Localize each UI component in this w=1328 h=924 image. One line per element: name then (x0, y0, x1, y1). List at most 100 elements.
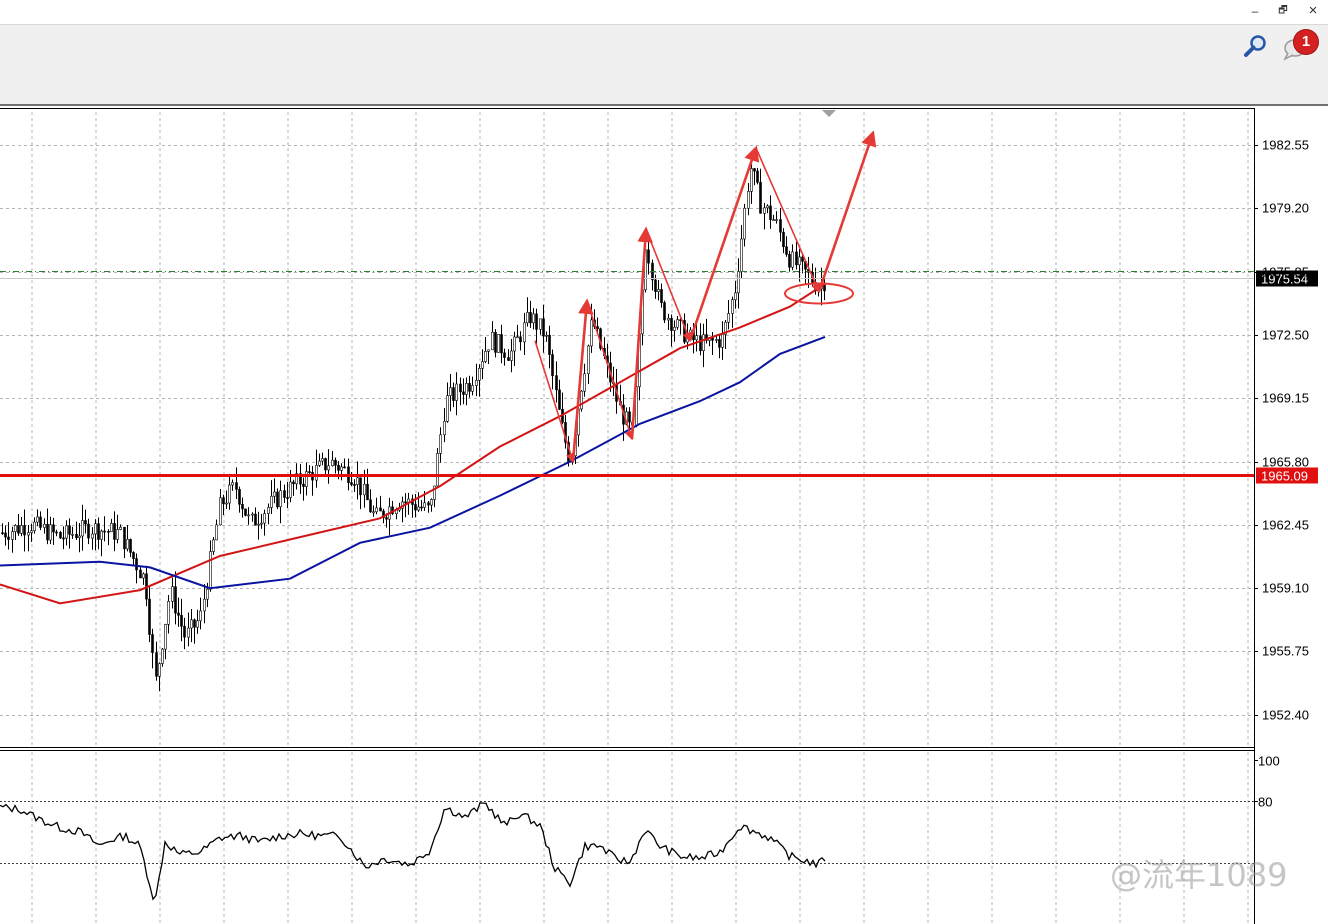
candle-body (254, 513, 257, 526)
candle-body (65, 525, 68, 539)
moving-average-blue (0, 335, 826, 590)
candle-body (497, 334, 500, 353)
candle-body (225, 502, 228, 505)
price-tick-label: 1979.20 (1262, 201, 1309, 216)
candle-body (468, 383, 471, 392)
candle-body (20, 525, 23, 534)
candle-body (4, 532, 7, 538)
close-button[interactable]: × (1300, 0, 1326, 22)
candle-body (724, 321, 727, 335)
candle-body (228, 484, 231, 504)
candle-body (260, 522, 263, 525)
candle-body (769, 205, 772, 220)
candle-body (491, 331, 494, 351)
candle-body (526, 312, 529, 324)
candle-body (545, 334, 548, 337)
candle-body (667, 318, 670, 321)
candle-body (276, 491, 279, 508)
candle-body (27, 532, 30, 536)
candle-body (11, 531, 14, 540)
current-price-tag (1256, 270, 1318, 287)
candle-body (427, 502, 430, 506)
candle-body (795, 251, 798, 266)
highlight-ellipse (784, 282, 854, 305)
candle-body (203, 598, 206, 612)
candle-body (308, 471, 311, 473)
candle-body (510, 350, 513, 361)
candle-body (379, 507, 382, 512)
candle-body (113, 523, 116, 540)
candle-body (103, 530, 106, 533)
candle-body (628, 411, 631, 423)
annotations (534, 130, 877, 464)
restore-button[interactable]: 🗗 (1270, 0, 1296, 22)
candle-body (318, 460, 321, 466)
candle-body (123, 526, 126, 550)
candle-body (452, 387, 455, 401)
search-icon[interactable] (1243, 33, 1269, 59)
candle-body (404, 501, 407, 504)
candle-body (695, 335, 698, 341)
candle-body (46, 523, 49, 541)
candle-body (417, 506, 420, 511)
candle-body (766, 205, 769, 209)
candle-body (270, 495, 273, 508)
candle-body (209, 551, 212, 590)
candle-body (715, 339, 718, 341)
candle-body (375, 507, 378, 513)
support-price-tag (1256, 467, 1318, 484)
annotation-arrow (534, 340, 576, 464)
candle-body (356, 477, 359, 485)
price-tick-label: 1969.15 (1262, 391, 1309, 406)
price-tick-label: 1972.50 (1262, 328, 1309, 343)
candle-body (292, 481, 295, 485)
chart-shift-marker[interactable] (822, 110, 836, 117)
candle-body (327, 465, 330, 471)
candle-body (59, 532, 62, 539)
candle-body (481, 361, 484, 369)
candle-body (705, 334, 708, 341)
candle-body (743, 207, 746, 240)
candle-body (590, 319, 593, 347)
notification-badge[interactable]: 1 (1294, 30, 1318, 54)
candle-body (737, 271, 740, 294)
candle-body (443, 421, 446, 436)
candle-body (366, 483, 369, 501)
candle-body (670, 318, 673, 331)
candle-body (353, 484, 356, 486)
candle-body (23, 525, 26, 536)
candle-body (1, 532, 4, 535)
price-tick-label: 1952.40 (1262, 708, 1309, 723)
candle-body (753, 168, 756, 172)
candle-body (420, 506, 423, 509)
candle-body (516, 336, 519, 339)
annotation-arrow (630, 226, 653, 439)
annotation-arrow (571, 298, 594, 462)
candle-body (718, 339, 721, 348)
candle-body (139, 569, 142, 579)
candle-body (289, 481, 292, 498)
candle-body (663, 302, 666, 321)
candle-body (132, 552, 135, 559)
candle-body (177, 612, 180, 616)
candle-body (75, 533, 78, 539)
support-price-label: 1965.09 (1261, 469, 1308, 484)
candle-body (756, 170, 759, 183)
candle-body (148, 598, 151, 635)
candle-body (459, 383, 462, 393)
candle-body (532, 313, 535, 324)
candle-body (596, 326, 599, 330)
minimize-button[interactable]: – (1242, 0, 1268, 22)
candle-body (91, 533, 94, 539)
candle-body (196, 620, 199, 628)
candle-body (52, 524, 55, 533)
candle-body (119, 526, 122, 530)
candle-body (273, 491, 276, 497)
candle-body (155, 652, 158, 677)
candle-body (462, 391, 465, 395)
price-tick-label: 1965.80 (1262, 455, 1309, 470)
candle-body (62, 537, 65, 540)
candle-body (129, 539, 132, 553)
candle-body (430, 499, 433, 506)
candle-body (215, 524, 218, 541)
